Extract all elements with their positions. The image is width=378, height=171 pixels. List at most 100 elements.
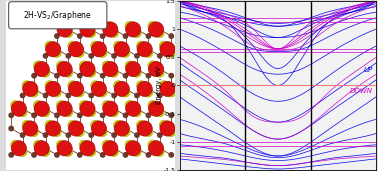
Circle shape bbox=[123, 87, 128, 91]
Circle shape bbox=[158, 146, 162, 150]
Circle shape bbox=[89, 146, 93, 150]
Circle shape bbox=[18, 147, 27, 157]
Circle shape bbox=[125, 61, 135, 70]
Circle shape bbox=[64, 107, 73, 117]
Circle shape bbox=[112, 27, 116, 32]
Circle shape bbox=[77, 47, 82, 51]
Circle shape bbox=[34, 61, 43, 70]
Circle shape bbox=[169, 87, 174, 91]
Circle shape bbox=[146, 153, 150, 157]
Circle shape bbox=[89, 67, 93, 71]
Circle shape bbox=[9, 126, 13, 131]
Circle shape bbox=[80, 141, 95, 156]
Circle shape bbox=[9, 153, 13, 157]
Circle shape bbox=[148, 61, 157, 70]
Circle shape bbox=[77, 34, 82, 38]
Circle shape bbox=[68, 121, 84, 136]
Circle shape bbox=[136, 41, 146, 50]
Circle shape bbox=[102, 140, 112, 149]
Circle shape bbox=[20, 146, 25, 150]
Circle shape bbox=[149, 141, 164, 156]
Circle shape bbox=[109, 147, 119, 157]
Circle shape bbox=[91, 120, 100, 130]
Circle shape bbox=[77, 153, 82, 157]
Circle shape bbox=[135, 146, 139, 150]
Circle shape bbox=[43, 107, 48, 111]
Circle shape bbox=[64, 68, 73, 77]
Circle shape bbox=[159, 41, 169, 50]
Circle shape bbox=[32, 126, 36, 131]
Circle shape bbox=[68, 81, 77, 90]
Circle shape bbox=[158, 54, 162, 58]
Circle shape bbox=[66, 54, 71, 58]
Circle shape bbox=[132, 107, 141, 117]
Circle shape bbox=[79, 61, 89, 70]
Circle shape bbox=[98, 48, 107, 57]
Circle shape bbox=[29, 88, 39, 97]
Circle shape bbox=[80, 61, 95, 77]
Circle shape bbox=[101, 87, 105, 91]
Circle shape bbox=[114, 121, 129, 136]
Circle shape bbox=[149, 101, 164, 116]
Circle shape bbox=[132, 28, 141, 38]
Circle shape bbox=[125, 22, 141, 37]
Circle shape bbox=[169, 34, 174, 38]
Circle shape bbox=[136, 81, 146, 90]
Circle shape bbox=[113, 81, 123, 90]
Circle shape bbox=[77, 87, 82, 91]
Circle shape bbox=[68, 41, 77, 50]
Circle shape bbox=[64, 147, 73, 157]
Circle shape bbox=[34, 140, 43, 149]
Circle shape bbox=[158, 93, 162, 98]
Circle shape bbox=[11, 140, 20, 149]
Circle shape bbox=[121, 48, 130, 57]
Circle shape bbox=[40, 107, 50, 117]
Circle shape bbox=[121, 88, 130, 97]
Circle shape bbox=[123, 153, 128, 157]
Circle shape bbox=[68, 120, 77, 130]
Circle shape bbox=[169, 126, 174, 131]
Circle shape bbox=[66, 27, 71, 32]
Circle shape bbox=[132, 68, 141, 77]
Circle shape bbox=[11, 100, 20, 110]
Circle shape bbox=[52, 127, 61, 137]
Circle shape bbox=[112, 67, 116, 71]
Circle shape bbox=[123, 47, 128, 51]
Circle shape bbox=[137, 81, 152, 96]
Circle shape bbox=[11, 141, 26, 156]
Circle shape bbox=[103, 101, 118, 116]
Circle shape bbox=[77, 113, 82, 117]
Circle shape bbox=[22, 120, 31, 130]
Circle shape bbox=[68, 42, 84, 57]
Circle shape bbox=[57, 22, 72, 37]
Circle shape bbox=[29, 127, 39, 137]
Text: 2H-VS$_2$/Graphene: 2H-VS$_2$/Graphene bbox=[23, 9, 92, 22]
Circle shape bbox=[123, 74, 128, 78]
Circle shape bbox=[45, 42, 61, 57]
Circle shape bbox=[91, 42, 107, 57]
Circle shape bbox=[155, 28, 164, 38]
Circle shape bbox=[125, 141, 141, 156]
Circle shape bbox=[91, 81, 107, 96]
Circle shape bbox=[75, 88, 84, 97]
Circle shape bbox=[91, 81, 100, 90]
Circle shape bbox=[75, 48, 84, 57]
Circle shape bbox=[135, 93, 139, 98]
Circle shape bbox=[32, 74, 36, 78]
Circle shape bbox=[101, 34, 105, 38]
Circle shape bbox=[32, 153, 36, 157]
Circle shape bbox=[109, 107, 119, 117]
Circle shape bbox=[135, 133, 139, 137]
Circle shape bbox=[57, 61, 72, 77]
Circle shape bbox=[89, 107, 93, 111]
Circle shape bbox=[80, 101, 95, 116]
Circle shape bbox=[113, 120, 123, 130]
Circle shape bbox=[20, 133, 25, 137]
Circle shape bbox=[158, 67, 162, 71]
Circle shape bbox=[55, 153, 59, 157]
Circle shape bbox=[89, 133, 93, 137]
Circle shape bbox=[102, 21, 112, 31]
Circle shape bbox=[101, 47, 105, 51]
Text: DOWN: DOWN bbox=[350, 88, 373, 94]
Circle shape bbox=[43, 54, 48, 58]
